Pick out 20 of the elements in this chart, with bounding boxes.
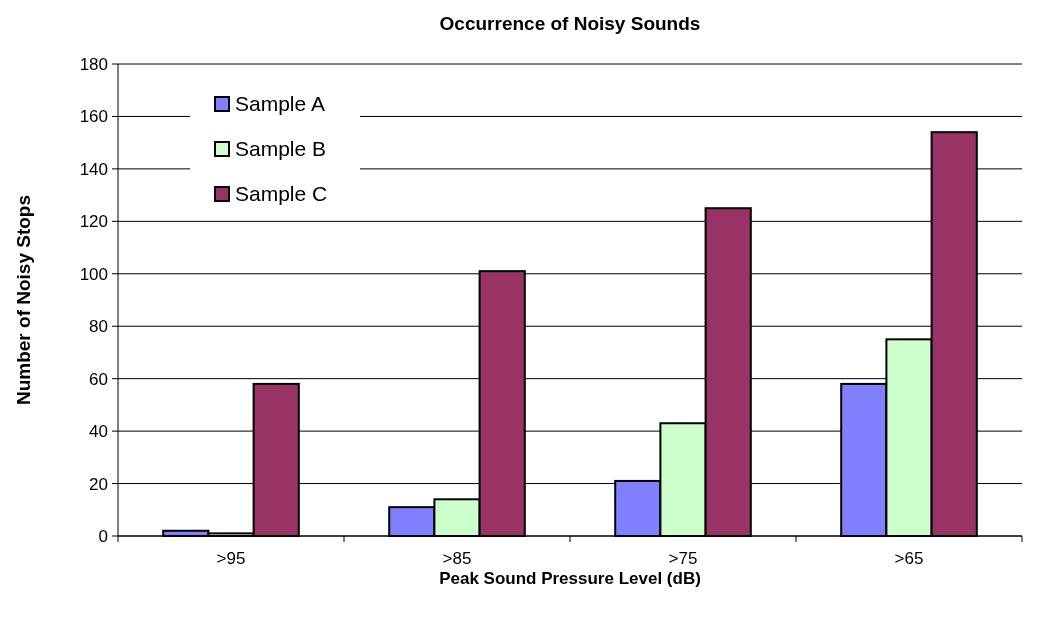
y-tick-label: 160 xyxy=(79,107,108,127)
y-tick-label: 180 xyxy=(79,54,108,74)
x-tick-label: >75 xyxy=(668,549,698,568)
x-tick-label: >85 xyxy=(442,549,472,568)
legend-label: Sample A xyxy=(235,92,325,116)
y-tick-label: 100 xyxy=(79,264,108,284)
chart-title: Occurrence of Noisy Sounds xyxy=(439,13,701,34)
y-tick-label: 60 xyxy=(89,369,108,389)
y-tick-label: 140 xyxy=(79,159,108,179)
y-tick-label: 80 xyxy=(89,317,108,337)
legend-label: Sample C xyxy=(235,182,328,206)
x-tick-label: >65 xyxy=(894,549,924,568)
x-tick-label: >95 xyxy=(216,549,246,568)
x-axis-title: Peak Sound Pressure Level (dB) xyxy=(439,569,701,588)
y-axis-title: Number of Noisy Stops xyxy=(13,194,34,406)
y-tick-label: 120 xyxy=(79,212,108,232)
legend-label: Sample B xyxy=(235,137,327,161)
y-tick-label: 20 xyxy=(89,474,108,494)
y-tick-label: 40 xyxy=(89,422,108,442)
y-tick-label: 0 xyxy=(98,526,108,546)
